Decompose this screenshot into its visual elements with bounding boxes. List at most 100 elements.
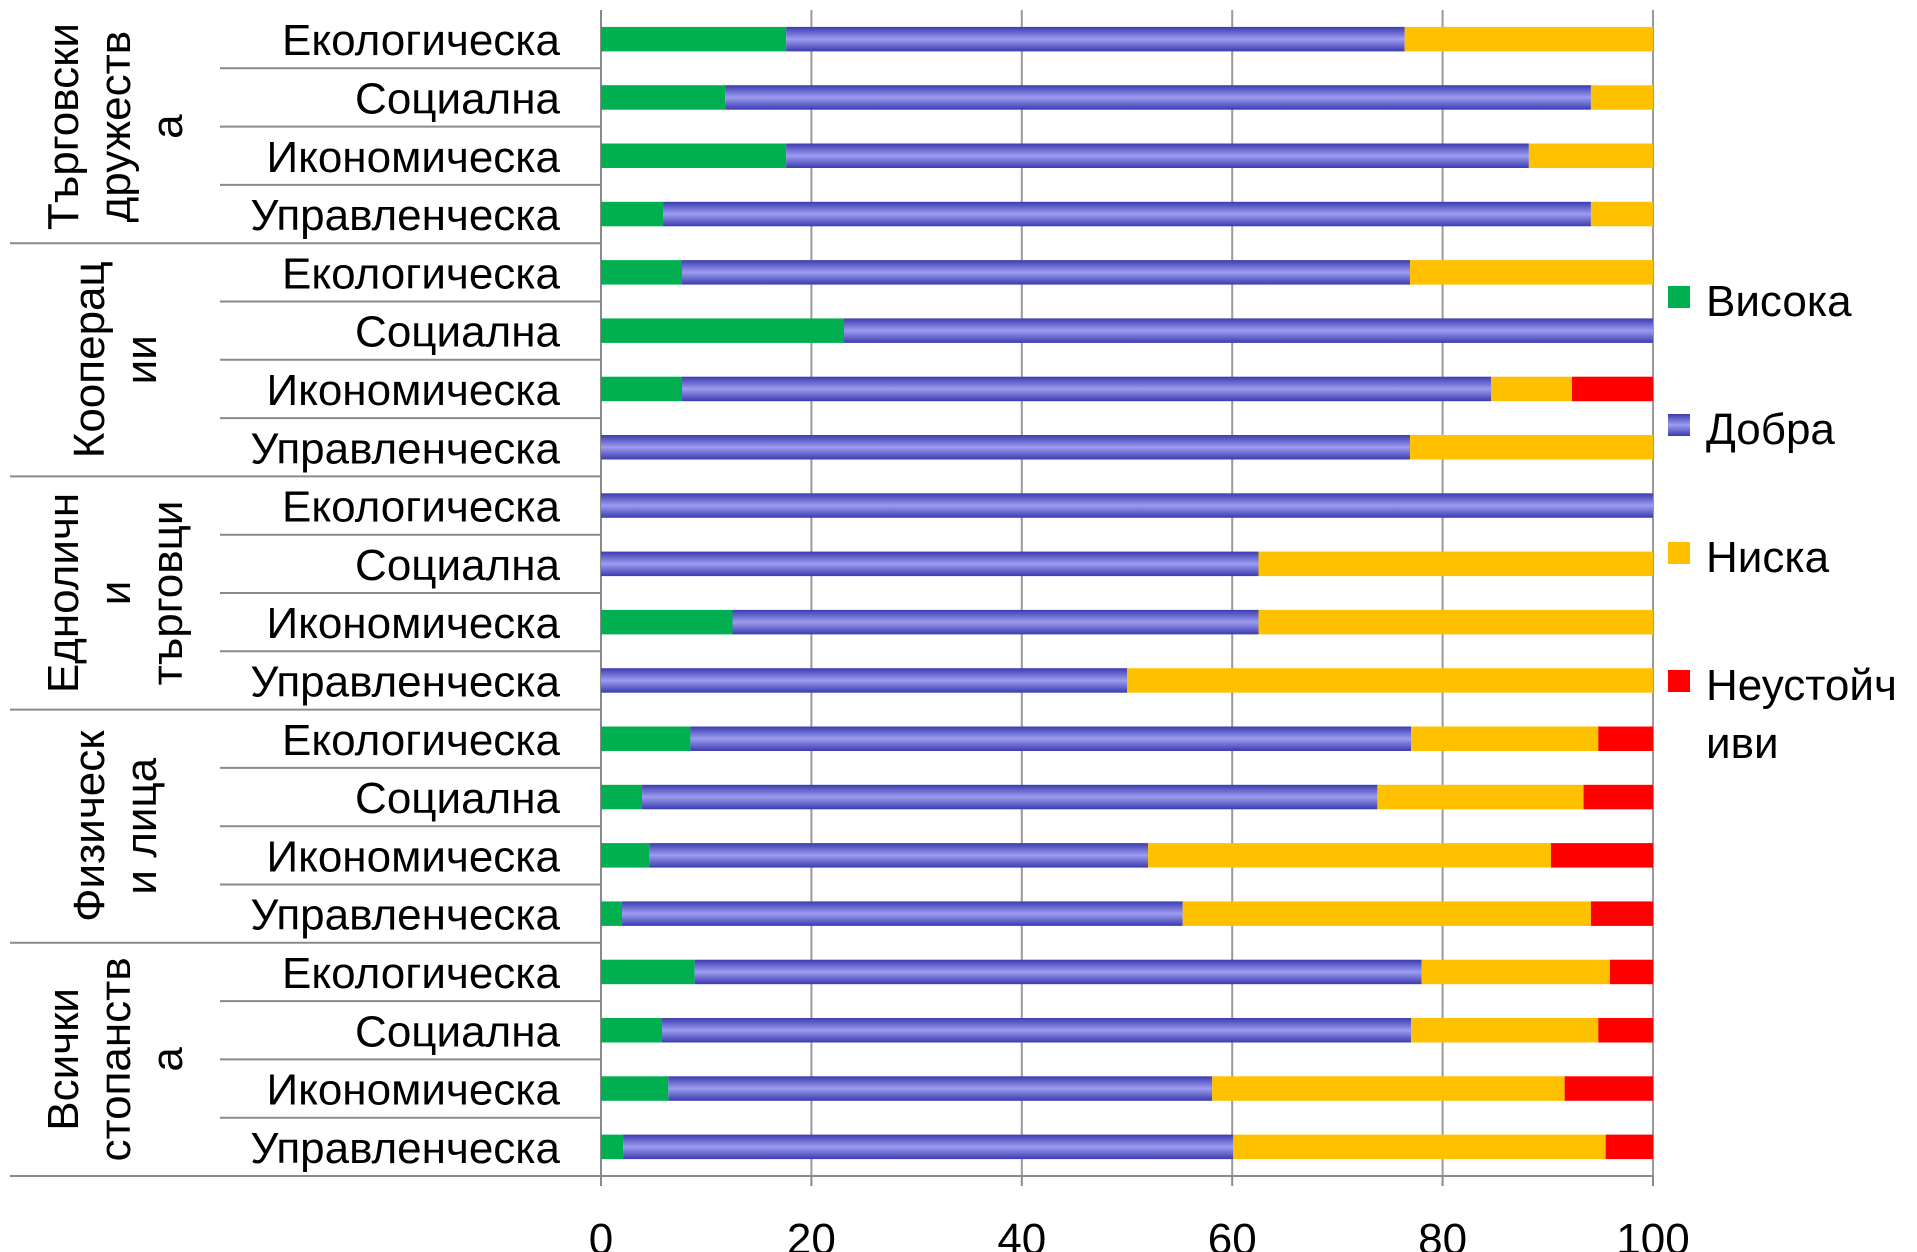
- bar-segment: [1421, 959, 1610, 985]
- category-label: Управленческа: [250, 424, 560, 473]
- bar-segment: [725, 85, 1591, 110]
- category-label: Социална: [355, 308, 560, 357]
- bar-segment: [1233, 1134, 1606, 1160]
- legend-label: иви: [1706, 719, 1779, 768]
- bar-segment: [786, 143, 1529, 168]
- bar-segment: [601, 843, 650, 868]
- group-label-line: а: [143, 1047, 192, 1072]
- legend-swatch: [1668, 542, 1690, 564]
- group-label-line: а: [143, 114, 192, 139]
- category-label: Управленческа: [250, 657, 560, 706]
- group-label-line: търговци: [143, 501, 192, 686]
- bar-segment: [601, 784, 643, 810]
- bar-segment: [1411, 726, 1599, 751]
- group-label-line: Кооперац: [65, 261, 114, 458]
- bar-segment: [1148, 843, 1551, 868]
- group-label-line: Всички: [39, 988, 88, 1131]
- category-label: Екологическа: [282, 483, 560, 532]
- category-label: Социална: [355, 1007, 560, 1056]
- legend: Висока Добра Ниска Неустойч иви: [1668, 277, 1897, 768]
- grid-lines: [600, 10, 1654, 1186]
- group-label-line: Търговски: [39, 23, 88, 230]
- bar-segment: [601, 1076, 669, 1101]
- group-label-line: и лица: [117, 757, 166, 894]
- legend-label: Неустойч: [1706, 661, 1897, 710]
- bar-segment: [1490, 376, 1572, 402]
- bar-segment: [601, 85, 726, 110]
- group-label: Физическ и лица: [65, 730, 166, 922]
- bar-segment: [1404, 26, 1653, 52]
- legend-swatch: [1668, 286, 1690, 308]
- x-tick-label: 100: [1616, 1215, 1689, 1252]
- bar-segment: [1605, 1134, 1653, 1160]
- bar-segment: [601, 901, 623, 926]
- bar-segment: [662, 1018, 1412, 1043]
- bar-segment: [601, 318, 845, 343]
- bar-segment: [1564, 1076, 1653, 1101]
- bar-segment: [649, 843, 1149, 868]
- bar-segment: [642, 784, 1378, 810]
- bar-segment: [682, 260, 1410, 285]
- bar-segment: [1528, 143, 1653, 168]
- bar-segment: [844, 318, 1653, 343]
- legend-swatch: [1668, 414, 1690, 436]
- group-label: Едноличн и търговци: [39, 493, 192, 693]
- group-label-line: ии: [117, 335, 166, 384]
- bar-segment: [601, 551, 1259, 577]
- category-label: Управленческа: [250, 891, 560, 940]
- bar-segment: [663, 201, 1591, 227]
- bar-segment: [601, 726, 691, 751]
- bar-segment: [1609, 959, 1653, 985]
- category-label: Екологическа: [282, 249, 560, 298]
- bar-segment: [690, 726, 1412, 751]
- legend-label: Висока: [1706, 277, 1852, 326]
- category-label: Икономическа: [266, 599, 560, 648]
- bar-segment: [1583, 784, 1653, 810]
- bar-segment: [601, 201, 664, 227]
- category-label: Екологическа: [282, 949, 560, 998]
- bars: [601, 26, 1653, 1160]
- bar-segment: [1258, 609, 1653, 635]
- x-tick-label: 80: [1418, 1215, 1467, 1252]
- bar-segment: [1590, 201, 1653, 227]
- x-tick-label: 0: [589, 1215, 613, 1252]
- legend-label: Ниска: [1706, 533, 1830, 582]
- bar-segment: [682, 376, 1491, 402]
- bar-segment: [623, 1134, 1234, 1160]
- group-label: Всички стопанств а: [39, 957, 192, 1161]
- bar-segment: [1127, 668, 1653, 693]
- bar-segment: [1182, 901, 1591, 926]
- category-label: Социална: [355, 774, 560, 823]
- bar-segment: [1409, 435, 1653, 460]
- bar-segment: [1598, 726, 1653, 751]
- bar-segment: [668, 1076, 1213, 1101]
- category-label: Управленческа: [250, 191, 560, 240]
- bar-segment: [601, 143, 787, 168]
- bar-segment: [1571, 376, 1653, 402]
- bar-segment: [601, 376, 683, 402]
- bar-segment: [601, 1018, 663, 1043]
- category-label: Управленческа: [250, 1124, 560, 1173]
- bar-segment: [601, 668, 1127, 693]
- category-label: Икономическа: [266, 1066, 560, 1115]
- group-label: Търговски дружеств а: [39, 23, 192, 230]
- x-tick-label: 20: [787, 1215, 836, 1252]
- group-label-line: и: [91, 581, 140, 606]
- bar-segment: [601, 959, 695, 985]
- x-tick-label: 60: [1208, 1215, 1257, 1252]
- category-label: Икономическа: [266, 366, 560, 415]
- bar-segment: [1590, 901, 1653, 926]
- group-label-line: дружеств: [91, 31, 140, 223]
- bar-segment: [601, 609, 733, 635]
- bar-segment: [786, 26, 1405, 52]
- category-label: Икономическа: [266, 133, 560, 182]
- bar-segment: [694, 959, 1422, 985]
- bar-segment: [601, 1134, 624, 1160]
- category-axis: Екологическа Социална Икономическа Управлен…: [10, 10, 1653, 1177]
- bar-segment: [622, 901, 1183, 926]
- group-label-line: Едноличн: [39, 493, 88, 693]
- bar-segment: [1550, 843, 1653, 868]
- category-label: Социална: [355, 541, 560, 590]
- category-label: Екологическа: [282, 16, 560, 65]
